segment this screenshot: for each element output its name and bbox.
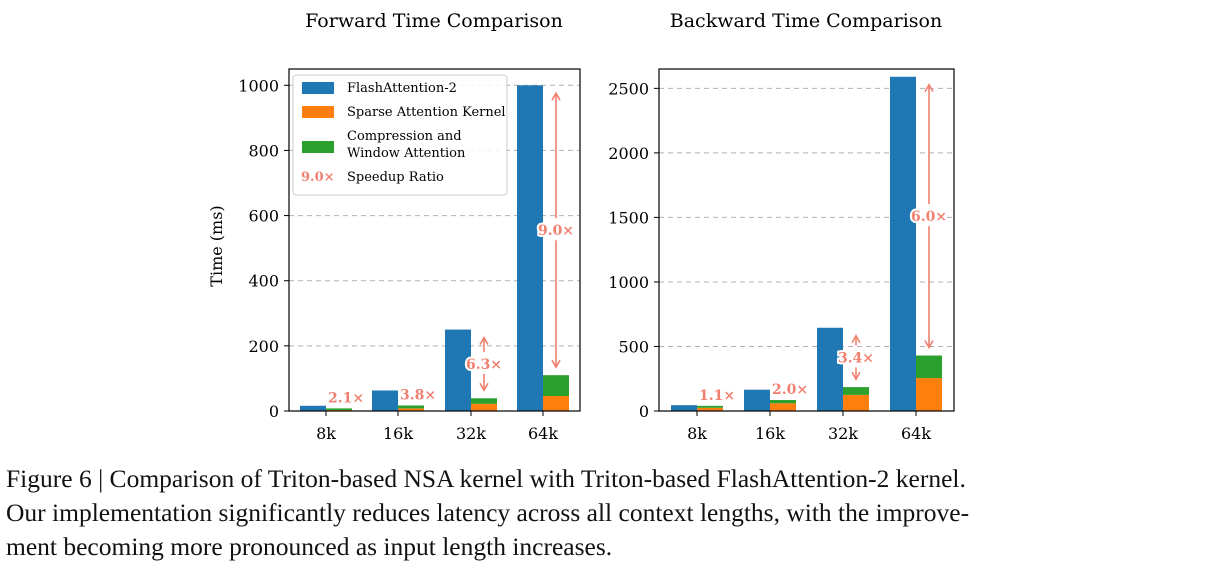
caption-line-1: Figure 6 | Comparison of Triton-based NS… [6, 464, 966, 493]
backward-x-ticks: 8k 16k 32k 64k [687, 411, 931, 443]
legend-label-compression-line2: Window Attention [347, 146, 466, 161]
bar-compression-window [770, 400, 796, 404]
bar-flashattention [817, 327, 843, 411]
forward-chart-title: Forward Time Comparison [305, 10, 563, 32]
backward-chart: Backward Time Comparison 1.1× 2.0× 3.4× 6.0… [608, 10, 955, 443]
y-tick-label: 400 [248, 272, 279, 291]
caption-line-3: ment becoming more pronounced as input l… [6, 532, 613, 561]
y-tick-label: 0 [269, 402, 279, 421]
forward-x-ticks: 8k 16k 32k 64k [316, 411, 558, 443]
y-tick-label: 500 [618, 337, 649, 356]
bar-flashattention [445, 329, 471, 411]
legend-label-compression-line1: Compression and [347, 129, 462, 144]
x-tick-label: 64k [528, 424, 558, 443]
bar-sparse-attention [398, 408, 424, 411]
speedup-label: 6.0× [911, 209, 947, 225]
legend: FlashAttention-2 Sparse Attention Kernel… [292, 74, 508, 196]
bar-sparse-attention [697, 407, 723, 411]
caption-line-2: Our implementation significantly reduces… [6, 498, 970, 527]
bar-flashattention [744, 389, 770, 411]
x-tick-label: 8k [687, 424, 707, 443]
legend-swatch-compression [302, 141, 334, 153]
x-tick-label: 64k [901, 424, 931, 443]
x-tick-label: 16k [755, 424, 785, 443]
speedup-label: 6.3× [466, 357, 502, 373]
x-tick-label: 32k [828, 424, 858, 443]
backward-chart-title: Backward Time Comparison [670, 10, 942, 32]
bar-compression-window [916, 355, 942, 379]
speedup-label: 9.0× [538, 223, 574, 239]
bar-compression-window [697, 405, 723, 408]
y-tick-label: 1500 [608, 208, 649, 227]
y-tick-label: 1000 [608, 273, 649, 292]
y-tick-label: 1000 [238, 76, 279, 95]
figure-canvas: Forward Time Comparison Time (ms) 2.1× 3.… [207, 10, 955, 443]
speedup-label: 2.0× [772, 382, 808, 398]
legend-label-speedup: Speedup Ratio [347, 170, 444, 185]
bar-sparse-attention [543, 396, 569, 411]
y-tick-label: 0 [639, 402, 649, 421]
x-tick-label: 32k [456, 424, 486, 443]
forward-y-ticks: 0 200 400 600 800 1000 [238, 76, 289, 421]
forward-chart: Forward Time Comparison Time (ms) 2.1× 3.… [207, 10, 581, 443]
forward-bars [300, 85, 569, 412]
y-tick-label: 800 [248, 141, 279, 160]
x-tick-label: 16k [383, 424, 413, 443]
y-tick-label: 2500 [608, 79, 649, 98]
legend-marker-speedup: 9.0× [301, 170, 335, 185]
figure-caption: Figure 6 | Comparison of Triton-based NS… [6, 462, 1202, 564]
bar-flashattention [517, 85, 543, 412]
legend-swatch-sparse [302, 106, 334, 118]
backward-y-ticks: 0 500 1000 1500 2000 2500 [608, 79, 659, 421]
y-tick-label: 600 [248, 207, 279, 226]
backward-speedup-arrows: 1.1× 2.0× 3.4× 6.0× [699, 83, 949, 404]
speedup-label: 3.4× [838, 350, 874, 366]
forward-plot-frame [288, 68, 581, 412]
bar-compression-window [398, 405, 424, 409]
backward-bars [671, 76, 942, 411]
speedup-label: 2.1× [328, 390, 364, 406]
backward-plot-frame [658, 68, 955, 412]
y-tick-label: 2000 [608, 144, 649, 163]
legend-label-flashattention: FlashAttention-2 [347, 81, 457, 96]
bar-flashattention [372, 390, 398, 411]
bar-sparse-attention [916, 378, 942, 411]
y-tick-label: 200 [248, 337, 279, 356]
bar-flashattention [890, 76, 916, 411]
bar-compression-window [471, 398, 497, 404]
bar-compression-window [843, 387, 869, 395]
y-axis-label: Time (ms) [207, 205, 226, 286]
bar-flashattention [300, 405, 326, 411]
speedup-label: 1.1× [699, 388, 735, 404]
bar-sparse-attention [471, 403, 497, 411]
forward-speedup-arrows: 2.1× 3.8× 6.3× 9.0× [328, 91, 576, 406]
bar-sparse-attention [843, 394, 869, 411]
legend-swatch-flashattention [302, 82, 334, 94]
speedup-label: 3.8× [400, 387, 436, 403]
x-tick-label: 8k [316, 424, 336, 443]
legend-frame [292, 74, 508, 196]
bar-compression-window [326, 408, 352, 411]
legend-label-sparse: Sparse Attention Kernel [347, 105, 506, 120]
bar-sparse-attention [770, 403, 796, 411]
bar-flashattention [671, 405, 697, 411]
bar-compression-window [543, 375, 569, 397]
